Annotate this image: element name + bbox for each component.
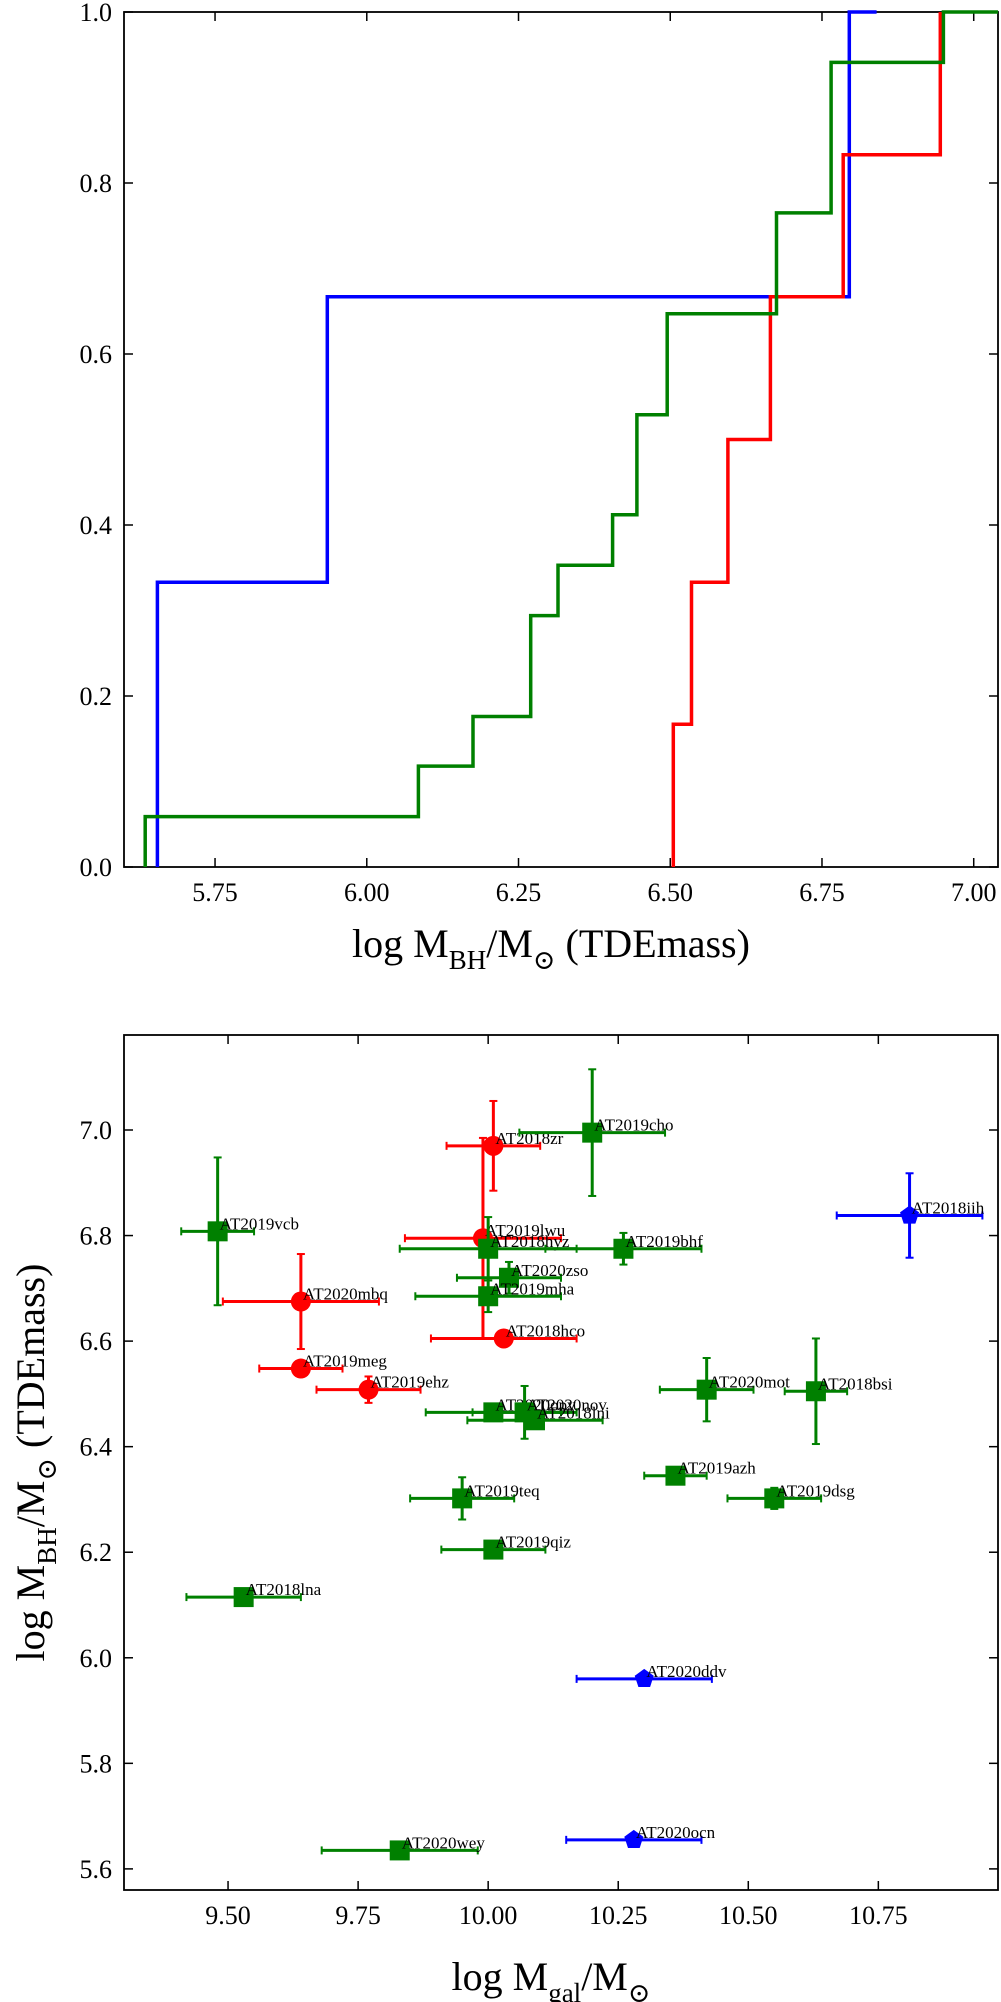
point-label: AT2019qiz: [495, 1533, 571, 1552]
data-point-pentagon: [634, 1668, 654, 1687]
y-tick-label: 6.8: [80, 1222, 113, 1251]
y-tick-label: 6.4: [80, 1433, 113, 1462]
point-label: AT2020mbq: [303, 1285, 389, 1304]
point-label: AT2018hyz: [490, 1232, 570, 1251]
data-point-square: [498, 1267, 519, 1288]
data-point-circle: [290, 1291, 311, 1312]
data-point-circle: [290, 1358, 311, 1379]
point-label: AT2019lwu: [485, 1221, 566, 1240]
point-label: AT2020mot: [709, 1373, 791, 1392]
point-label: AT2019azh: [677, 1459, 756, 1478]
series-red: AT2018zrAT2019lwuAT2020mbqAT2018hcoAT201…: [221, 1099, 585, 1404]
point-label: AT2018iih: [912, 1199, 985, 1218]
y-tick-label: 6.6: [80, 1327, 113, 1356]
data-point-pentagon: [624, 1829, 644, 1848]
data-point-square: [805, 1381, 826, 1402]
cdf-panel: 5.75 6.00 6.25 6.50 6.75 7.00 0.0 0.2 0.4 0.6 0.8 1…: [80, 0, 999, 975]
x-tick-label: 10.25: [589, 1901, 648, 1930]
point-label: AT2018bsi: [818, 1374, 893, 1393]
data-point-square: [389, 1840, 410, 1861]
x-tick-label: 9.50: [205, 1901, 251, 1930]
x-axis-label: log Mgal/M⊙: [452, 1954, 651, 2002]
ticks: [124, 1035, 998, 1890]
data-point-square: [524, 1410, 545, 1431]
data-point-square: [483, 1539, 504, 1560]
y-axis-label: log MBH/M⊙ (TDEmass): [8, 1264, 62, 1662]
point-label: AT2019ehz: [371, 1373, 450, 1392]
data-point-square: [764, 1488, 785, 1509]
point-label: AT2020ddv: [646, 1662, 727, 1681]
data-point-square: [696, 1379, 717, 1400]
x-tick-label: 5.75: [192, 878, 238, 907]
point-label: AT2019bhf: [625, 1232, 703, 1251]
step-line-red: [671, 12, 943, 867]
point-label: AT2020zso: [511, 1261, 588, 1280]
step-line-blue: [155, 10, 877, 867]
data-point-square: [207, 1221, 228, 1242]
point-label: AT2019mha: [490, 1279, 574, 1298]
ticks: [124, 11, 998, 868]
y-tick-label: 7.0: [80, 1116, 113, 1145]
data-point-pentagon: [900, 1205, 920, 1224]
series-blue: AT2018iih AT2020ddv AT2020ocn: [565, 1172, 985, 1848]
data-point-square: [582, 1122, 603, 1143]
x-tick-label: 6.50: [648, 878, 694, 907]
data-point-circle: [483, 1135, 504, 1156]
y-tick-label: 0.2: [80, 682, 113, 711]
data-point-circle: [358, 1379, 379, 1400]
y-tick-label: 0.4: [80, 511, 113, 540]
point-label: AT2020nov: [527, 1395, 608, 1414]
y-tick-label: 5.8: [80, 1749, 113, 1778]
step-line-green: [143, 10, 998, 867]
series-green: AT2019cho AT2019vcb AT2018hyz AT2019bhf AT20…: [180, 1068, 893, 1861]
x-tick-label: 9.75: [335, 1901, 381, 1930]
point-label: AT2019dsg: [776, 1481, 855, 1500]
y-tick-label: 0.8: [80, 169, 113, 198]
step-lines: [143, 10, 998, 867]
data-point-square: [478, 1286, 499, 1307]
x-tick-label: 6.00: [344, 878, 390, 907]
point-label: AT2019cho: [594, 1116, 673, 1135]
data-point-square: [478, 1238, 499, 1259]
scatter-panel: 9.50 9.75 10.00 10.25 10.50 10.75 5.6 5.8 6.0 6.2…: [8, 1034, 999, 2002]
point-label: AT2018hco: [506, 1321, 585, 1340]
data-point-square: [613, 1238, 634, 1259]
x-tick-label: 6.75: [799, 878, 845, 907]
point-label: AT2020wey: [402, 1833, 486, 1852]
y-tick-label: 6.0: [80, 1644, 113, 1673]
data-point-square: [233, 1587, 254, 1608]
y-tick-label: 5.6: [80, 1855, 113, 1884]
point-label: AT2019vcb: [220, 1214, 299, 1233]
x-tick-label: 10.50: [719, 1901, 778, 1930]
data-point-square: [452, 1488, 473, 1509]
y-tick-label: 0.0: [80, 853, 113, 882]
point-label: AT2020ocn: [636, 1823, 716, 1842]
point-label: AT2019teq: [464, 1481, 540, 1500]
x-tick-label: 10.75: [849, 1901, 908, 1930]
x-tick-label: 7.00: [951, 878, 997, 907]
y-tick-label: 6.2: [80, 1538, 113, 1567]
y-tick-label: 1.0: [80, 0, 113, 27]
point-label: AT2018lna: [246, 1580, 322, 1599]
x-tick-label: 10.00: [459, 1901, 518, 1930]
plot-frame: [123, 1034, 999, 1891]
data-point-circle: [493, 1328, 514, 1349]
point-label: AT2018lni: [537, 1403, 610, 1422]
point-label: AT2019meg: [303, 1352, 388, 1371]
data-point-square: [665, 1465, 686, 1486]
x-axis-label: log MBH/M⊙ (TDEmass): [352, 921, 750, 975]
y-tick-label: 0.6: [80, 340, 113, 369]
x-tick-label: 6.25: [496, 878, 542, 907]
plot-frame: [123, 11, 999, 868]
